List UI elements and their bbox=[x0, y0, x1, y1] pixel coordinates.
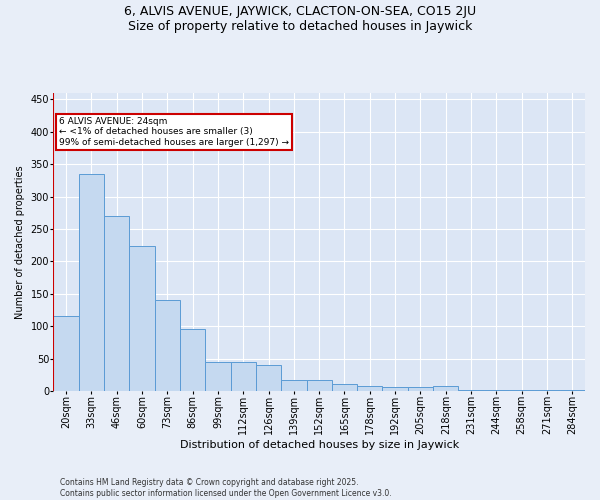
Bar bbox=[307, 380, 332, 391]
Bar bbox=[230, 362, 256, 391]
Bar bbox=[458, 390, 484, 391]
Bar bbox=[382, 387, 408, 391]
Text: 6, ALVIS AVENUE, JAYWICK, CLACTON-ON-SEA, CO15 2JU
Size of property relative to : 6, ALVIS AVENUE, JAYWICK, CLACTON-ON-SEA… bbox=[124, 5, 476, 33]
Bar bbox=[535, 390, 560, 391]
X-axis label: Distribution of detached houses by size in Jaywick: Distribution of detached houses by size … bbox=[179, 440, 459, 450]
Bar bbox=[256, 365, 281, 391]
Bar bbox=[281, 380, 307, 391]
Bar bbox=[509, 390, 535, 391]
Bar bbox=[129, 246, 155, 391]
Bar bbox=[484, 390, 509, 391]
Bar bbox=[357, 386, 382, 391]
Bar bbox=[560, 390, 585, 391]
Bar bbox=[205, 362, 230, 391]
Y-axis label: Number of detached properties: Number of detached properties bbox=[15, 165, 25, 319]
Text: 6 ALVIS AVENUE: 24sqm
← <1% of detached houses are smaller (3)
99% of semi-detac: 6 ALVIS AVENUE: 24sqm ← <1% of detached … bbox=[59, 117, 289, 146]
Bar bbox=[332, 384, 357, 391]
Bar bbox=[79, 174, 104, 391]
Bar bbox=[180, 330, 205, 391]
Bar bbox=[104, 216, 129, 391]
Bar bbox=[53, 316, 79, 391]
Text: Contains HM Land Registry data © Crown copyright and database right 2025.
Contai: Contains HM Land Registry data © Crown c… bbox=[60, 478, 392, 498]
Bar bbox=[155, 300, 180, 391]
Bar bbox=[408, 387, 433, 391]
Bar bbox=[433, 386, 458, 391]
